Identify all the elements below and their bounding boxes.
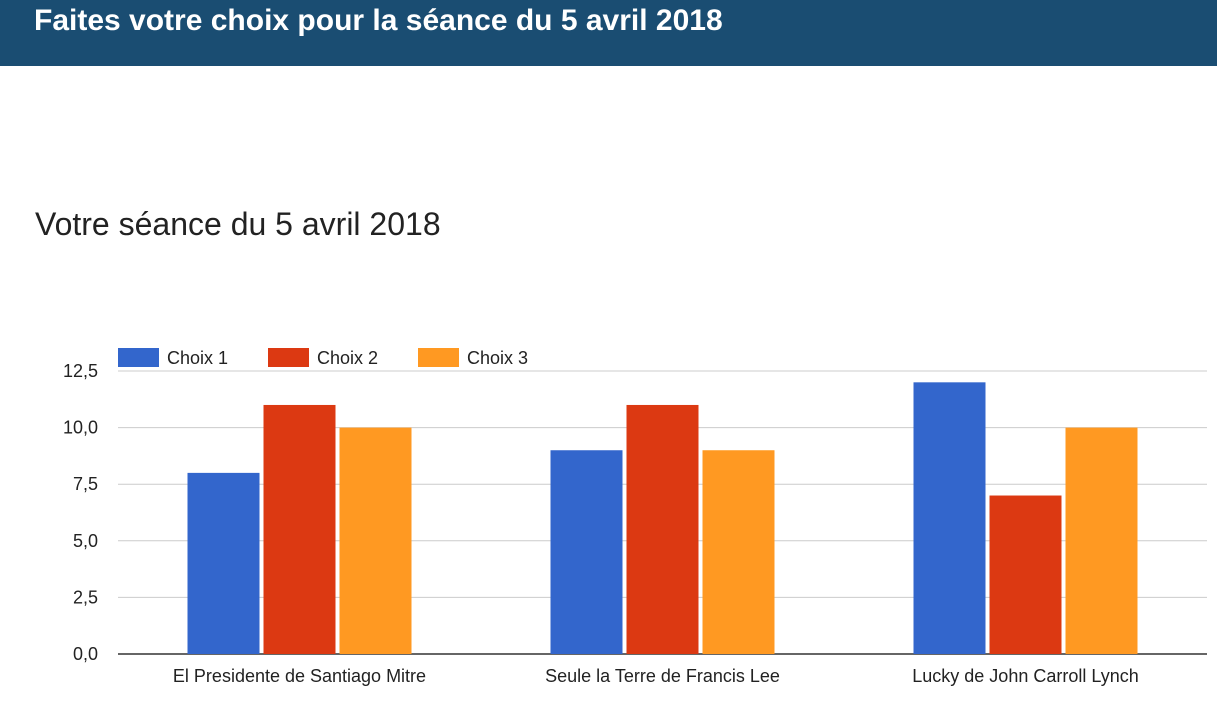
legend-swatch (118, 348, 159, 367)
legend-item-choix-3[interactable]: Choix 3 (418, 348, 528, 368)
legend-item-choix-1[interactable]: Choix 1 (118, 348, 228, 368)
page-title: Votre séance du 5 avril 2018 (35, 206, 441, 242)
legend-label: Choix 3 (467, 348, 528, 368)
y-tick-label: 10,0 (63, 418, 98, 438)
bar-choix-2-2[interactable] (626, 404, 699, 654)
y-tick-label: 0,0 (73, 644, 98, 664)
y-tick-label: 5,0 (73, 531, 98, 551)
bar-choix-2-3[interactable] (989, 495, 1062, 654)
x-axis-ticks: El Presidente de Santiago Mitre Seule la … (173, 666, 1139, 686)
legend-label: Choix 2 (317, 348, 378, 368)
legend-label: Choix 1 (167, 348, 228, 368)
chart-legend: Choix 1 Choix 2 Choix 3 (118, 348, 528, 368)
bar-choix-1-2[interactable] (550, 450, 623, 654)
bars (187, 382, 1138, 654)
page-header: Faites votre choix pour la séance du 5 a… (0, 0, 1217, 66)
x-tick-label: El Presidente de Santiago Mitre (173, 666, 426, 686)
bar-choix-1-1[interactable] (187, 472, 260, 654)
bar-choix-3-3[interactable] (1065, 427, 1138, 654)
y-tick-label: 12,5 (63, 361, 98, 381)
y-tick-label: 2,5 (73, 587, 98, 607)
header-title: Faites votre choix pour la séance du 5 a… (34, 4, 723, 37)
legend-item-choix-2[interactable]: Choix 2 (268, 348, 378, 368)
x-tick-label: Seule la Terre de Francis Lee (545, 666, 780, 686)
bar-choix-3-2[interactable] (702, 450, 775, 654)
bar-choix-1-3[interactable] (913, 382, 986, 654)
bar-chart: 0,0 2,5 5,0 7,5 10,0 12,5 El Presidente de Sa… (63, 348, 1207, 686)
legend-swatch (418, 348, 459, 367)
y-tick-label: 7,5 (73, 474, 98, 494)
legend-swatch (268, 348, 309, 367)
bar-choix-3-1[interactable] (339, 427, 412, 654)
x-tick-label: Lucky de John Carroll Lynch (912, 666, 1138, 686)
bar-choix-2-1[interactable] (263, 404, 336, 654)
y-axis-ticks: 0,0 2,5 5,0 7,5 10,0 12,5 (63, 361, 98, 664)
